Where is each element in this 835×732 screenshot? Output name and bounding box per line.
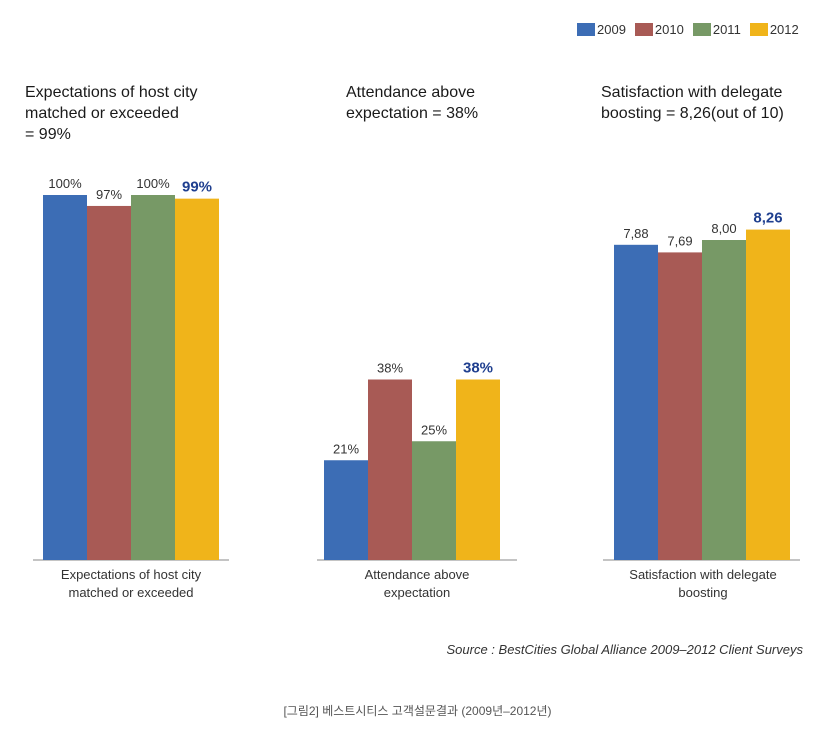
bar-satisfaction-2009 [614,244,658,561]
source-note: Source : BestCities Global Alliance 2009… [446,642,804,657]
bar-attendance-2009 [324,460,368,560]
legend-swatch [577,22,595,36]
bar-attendance-2010 [368,379,412,560]
x-category-attendance: Attendance above expectation [364,567,470,600]
data-label-satisfaction-2010: 7,69 [667,233,692,248]
legend-label: 2011 [712,21,741,37]
chart-title-attendance: Attendance above expectation = 38% [346,84,479,122]
bar-attendance-2011 [412,441,456,560]
legend-label: 2012 [769,21,799,37]
bar-expectations-2011 [131,195,175,560]
bar-expectations-2010 [87,205,131,560]
legend-label: 2010 [654,21,684,37]
legend-swatch [749,22,768,36]
chart-title-expectations: Expectations of host city matched or exc… [25,84,198,143]
data-label-satisfaction-2011: 8,00 [711,221,736,236]
data-label-attendance-2011: 25% [421,422,447,437]
legend-label: 2009 [597,21,626,37]
data-label-expectations-2010: 97% [96,187,122,202]
bar-expectations-2012 [175,198,219,560]
data-label-satisfaction-2012: 8,26 [753,210,782,227]
legend-item-2011: 2011 [692,21,741,37]
legend-item-2010: 2010 [634,21,684,37]
data-label-satisfaction-2009: 7,88 [623,226,648,241]
x-category-satisfaction: Satisfaction with delegate boosting [629,567,777,600]
legend-item-2009: 2009 [577,22,626,37]
chart-title-satisfaction: Satisfaction with delegate boosting = 8,… [601,84,784,122]
bar-satisfaction-2010 [658,252,702,560]
legend-swatch [692,22,711,36]
bar-satisfaction-2011 [702,240,746,560]
data-label-attendance-2009: 21% [333,441,359,456]
data-label-attendance-2010: 38% [377,361,403,376]
bar-satisfaction-2012 [746,229,790,560]
data-label-expectations-2011: 100% [136,176,170,191]
data-label-expectations-2009: 100% [48,176,82,191]
legend-swatch [634,22,653,36]
x-category-expectations: Expectations of host city matched or exc… [60,567,202,600]
figure-caption: [그림2] 베스트시티스 고객설문결과 (2009년–2012년) [283,704,552,718]
bar-expectations-2009 [43,195,87,560]
data-label-expectations-2012: 99% [182,179,212,196]
legend: 2009 2010 2011 2012 [577,19,808,39]
legend-item-2012: 2012 [749,21,799,37]
data-label-attendance-2012: 38% [463,360,493,377]
bar-attendance-2012 [456,379,500,560]
